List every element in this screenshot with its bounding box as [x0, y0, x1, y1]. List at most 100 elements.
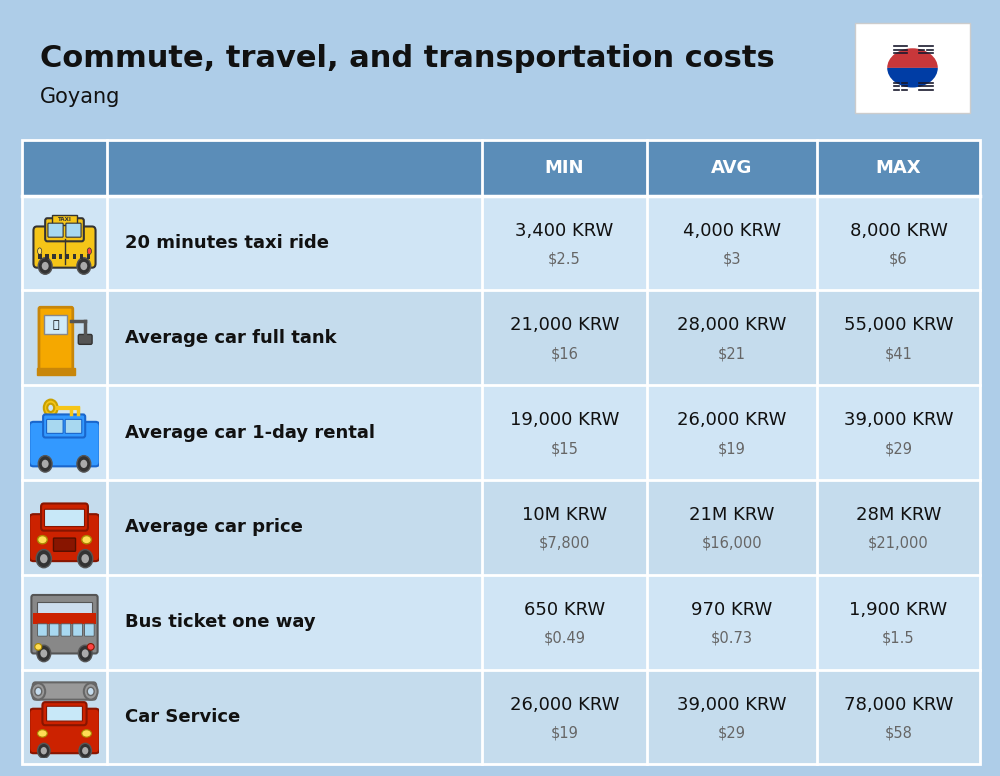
FancyBboxPatch shape	[38, 624, 47, 636]
Text: 39,000 KRW: 39,000 KRW	[844, 411, 953, 429]
Text: Car Service: Car Service	[125, 708, 240, 726]
Text: Goyang: Goyang	[40, 87, 120, 107]
Bar	[482, 290, 647, 385]
Ellipse shape	[35, 643, 42, 650]
Bar	[817, 290, 980, 385]
Bar	[107, 575, 482, 670]
Bar	[647, 480, 817, 575]
Text: 20 minutes taxi ride: 20 minutes taxi ride	[125, 234, 329, 252]
Circle shape	[47, 404, 54, 412]
FancyBboxPatch shape	[48, 223, 63, 237]
Text: Commute, travel, and transportation costs: Commute, travel, and transportation cost…	[40, 43, 775, 73]
Text: 55,000 KRW: 55,000 KRW	[844, 317, 953, 334]
Text: 21M KRW: 21M KRW	[689, 506, 775, 524]
Text: 26,000 KRW: 26,000 KRW	[510, 695, 619, 714]
Text: $16,000: $16,000	[702, 536, 762, 551]
Circle shape	[82, 747, 88, 754]
FancyBboxPatch shape	[37, 369, 75, 375]
Text: $19: $19	[718, 442, 746, 456]
Bar	[482, 385, 647, 480]
FancyBboxPatch shape	[78, 334, 92, 345]
Bar	[647, 140, 817, 196]
FancyBboxPatch shape	[73, 624, 82, 636]
Bar	[22, 670, 107, 764]
Bar	[817, 140, 980, 196]
Bar	[817, 575, 980, 670]
Text: $21: $21	[718, 346, 746, 362]
Bar	[107, 480, 482, 575]
Circle shape	[80, 459, 87, 468]
FancyBboxPatch shape	[45, 218, 84, 241]
Bar	[647, 290, 817, 385]
FancyBboxPatch shape	[855, 23, 970, 113]
Text: 650 KRW: 650 KRW	[524, 601, 605, 618]
FancyBboxPatch shape	[42, 702, 87, 726]
Text: $21,000: $21,000	[868, 536, 929, 551]
Text: 21,000 KRW: 21,000 KRW	[510, 317, 619, 334]
FancyBboxPatch shape	[52, 215, 77, 225]
Text: 970 KRW: 970 KRW	[691, 601, 773, 618]
FancyBboxPatch shape	[43, 414, 85, 438]
FancyBboxPatch shape	[53, 538, 76, 551]
Bar	[482, 480, 647, 575]
Text: $3: $3	[723, 251, 741, 267]
Circle shape	[38, 456, 52, 472]
Circle shape	[77, 456, 91, 472]
FancyBboxPatch shape	[65, 419, 82, 433]
Text: $7,800: $7,800	[539, 536, 590, 551]
Bar	[22, 480, 107, 575]
Text: 💧: 💧	[52, 320, 59, 330]
FancyBboxPatch shape	[44, 315, 67, 334]
Bar	[107, 140, 482, 196]
Circle shape	[82, 650, 89, 657]
Circle shape	[37, 645, 51, 662]
Text: $6: $6	[889, 251, 908, 267]
Bar	[647, 196, 817, 290]
Text: $0.49: $0.49	[544, 631, 586, 646]
Bar	[817, 670, 980, 764]
Ellipse shape	[82, 729, 91, 737]
Circle shape	[906, 54, 919, 63]
Text: 8,000 KRW: 8,000 KRW	[850, 222, 947, 240]
FancyBboxPatch shape	[44, 509, 85, 527]
Bar	[66, 255, 69, 259]
Circle shape	[87, 688, 94, 695]
Bar	[22, 196, 107, 290]
Text: 3,400 KRW: 3,400 KRW	[515, 222, 614, 240]
Bar	[817, 480, 980, 575]
Circle shape	[44, 400, 58, 416]
Ellipse shape	[38, 248, 42, 255]
Text: 1,900 KRW: 1,900 KRW	[849, 601, 948, 618]
Text: Average car price: Average car price	[125, 518, 303, 536]
Circle shape	[41, 747, 47, 754]
Text: MIN: MIN	[545, 158, 584, 177]
Bar	[482, 140, 647, 196]
Bar	[482, 196, 647, 290]
Bar	[22, 140, 980, 764]
Circle shape	[31, 683, 45, 700]
FancyBboxPatch shape	[47, 419, 63, 433]
FancyBboxPatch shape	[39, 307, 73, 372]
FancyBboxPatch shape	[61, 624, 71, 636]
Circle shape	[78, 549, 93, 568]
Circle shape	[84, 683, 98, 700]
Text: Bus ticket one way: Bus ticket one way	[125, 613, 316, 631]
Text: $29: $29	[718, 726, 746, 740]
Bar	[107, 196, 482, 290]
Bar	[22, 385, 107, 480]
Text: $15: $15	[551, 442, 578, 456]
Text: Average car 1-day rental: Average car 1-day rental	[125, 424, 375, 442]
Bar	[22, 140, 107, 196]
FancyBboxPatch shape	[33, 227, 96, 268]
Text: $16: $16	[551, 346, 578, 362]
Text: $2.5: $2.5	[548, 251, 581, 267]
Bar	[52, 255, 56, 259]
Text: 28M KRW: 28M KRW	[856, 506, 941, 524]
Bar	[38, 255, 42, 259]
Circle shape	[77, 258, 91, 274]
Circle shape	[36, 549, 51, 568]
Ellipse shape	[38, 729, 47, 737]
Circle shape	[35, 688, 42, 695]
Bar	[482, 575, 647, 670]
FancyBboxPatch shape	[41, 504, 88, 531]
